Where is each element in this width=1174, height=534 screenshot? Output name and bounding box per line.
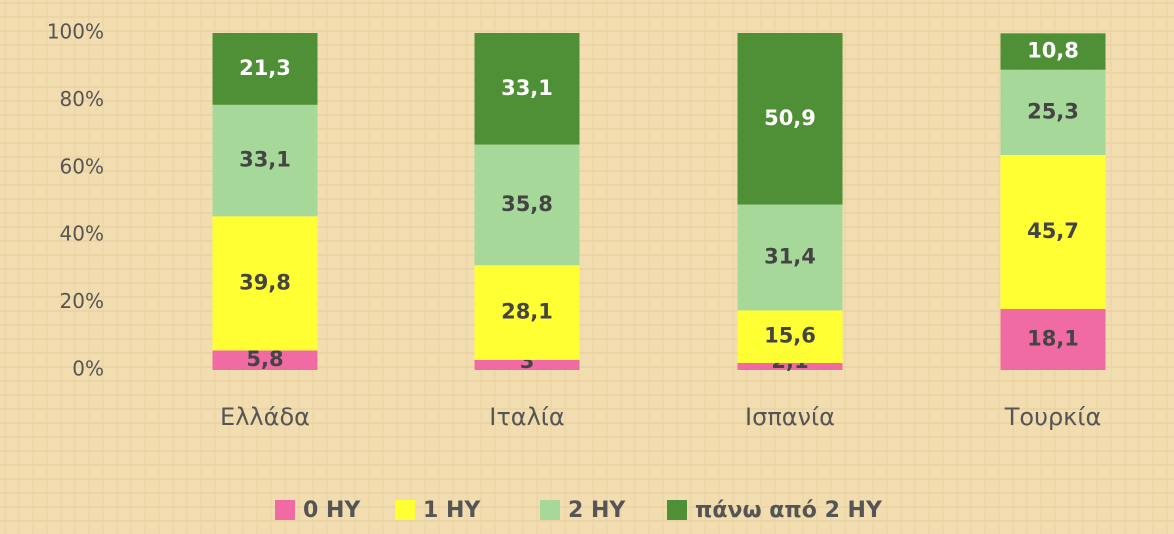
y-tick-label: 40%	[60, 222, 104, 246]
bar-segment	[737, 33, 843, 205]
x-tick-label: Τουρκία	[1004, 403, 1102, 431]
bar-segment	[737, 362, 843, 370]
y-tick-label: 100%	[47, 20, 104, 44]
bar-segment	[474, 144, 580, 266]
bar-segment	[212, 216, 318, 351]
bar-segment	[474, 359, 580, 370]
legend-label: 2 HY	[568, 498, 626, 523]
legend-label: 1 HY	[423, 498, 481, 523]
value-label: 25,3	[1027, 99, 1079, 123]
value-label: 35,8	[501, 192, 553, 216]
bar-segment	[1000, 309, 1106, 370]
value-label: 10,8	[1027, 39, 1079, 63]
bar-segment	[474, 265, 580, 360]
bar-segment	[212, 33, 318, 105]
y-tick-label: 80%	[60, 87, 104, 111]
bar-segment	[1000, 154, 1106, 310]
value-label: 33,1	[501, 76, 553, 100]
legend-swatch	[275, 500, 295, 520]
x-tick-label: Ιταλία	[489, 403, 565, 431]
value-label: 5,8	[246, 347, 283, 371]
y-tick-label: 0%	[72, 357, 104, 381]
value-label: 45,7	[1027, 219, 1079, 243]
bar-segment	[1000, 69, 1106, 155]
bar-segment	[737, 204, 843, 311]
value-label: 15,6	[764, 324, 816, 348]
legend-swatch	[667, 500, 687, 520]
bar-segment	[737, 310, 843, 363]
value-label: 21,3	[239, 56, 291, 80]
bar-segment	[1000, 33, 1106, 70]
x-tick-label: Ισπανία	[745, 403, 835, 431]
legend-swatch	[395, 500, 415, 520]
value-label: 33,1	[239, 148, 291, 172]
legend-swatch	[540, 500, 560, 520]
y-tick-label: 20%	[60, 289, 104, 313]
value-label: 39,8	[239, 270, 291, 294]
bar-segment	[474, 33, 580, 145]
y-tick-label: 60%	[60, 154, 104, 178]
bar-segment	[212, 350, 318, 370]
legend-label: 0 HY	[303, 498, 361, 523]
value-label: 31,4	[764, 244, 816, 268]
value-label: 18,1	[1027, 327, 1079, 351]
value-label: 28,1	[501, 300, 553, 324]
bar-segment	[212, 104, 318, 217]
legend-label: πάνω από 2 HY	[695, 498, 883, 523]
value-label: 50,9	[764, 106, 816, 130]
x-tick-label: Ελλάδα	[220, 403, 310, 431]
